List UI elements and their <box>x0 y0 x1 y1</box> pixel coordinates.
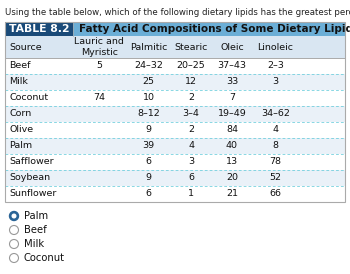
Text: 4: 4 <box>272 125 278 135</box>
Text: 2: 2 <box>188 125 194 135</box>
Bar <box>5 170 345 186</box>
Text: Palmitic: Palmitic <box>130 42 167 52</box>
Text: 25: 25 <box>143 78 155 87</box>
Bar <box>5 138 345 154</box>
Text: 78: 78 <box>269 158 281 167</box>
Bar <box>5 106 345 122</box>
Text: Lauric and
Myristic: Lauric and Myristic <box>75 37 124 57</box>
Text: 19–49: 19–49 <box>218 110 246 118</box>
Text: Coconut: Coconut <box>24 253 65 263</box>
Text: Coconut: Coconut <box>9 93 48 102</box>
Text: TABLE 8.2: TABLE 8.2 <box>9 24 69 34</box>
Text: Beef: Beef <box>9 61 30 70</box>
Text: Beef: Beef <box>24 225 47 235</box>
Text: Corn: Corn <box>9 110 31 118</box>
Text: 6: 6 <box>188 173 194 182</box>
Text: Milk: Milk <box>9 78 28 87</box>
Circle shape <box>9 212 19 221</box>
Bar <box>5 22 345 202</box>
Text: 52: 52 <box>269 173 281 182</box>
Text: 20–25: 20–25 <box>177 61 205 70</box>
Bar <box>5 58 345 74</box>
Text: 13: 13 <box>226 158 238 167</box>
Text: 66: 66 <box>269 190 281 198</box>
Bar <box>5 154 345 170</box>
Text: 9: 9 <box>146 125 152 135</box>
Text: 6: 6 <box>146 158 152 167</box>
Text: 9: 9 <box>146 173 152 182</box>
Text: 3: 3 <box>272 78 278 87</box>
Text: 6: 6 <box>146 190 152 198</box>
Text: 2–3: 2–3 <box>267 61 284 70</box>
Text: 7: 7 <box>229 93 235 102</box>
Text: 10: 10 <box>143 93 155 102</box>
Bar <box>5 36 345 58</box>
Text: Olive: Olive <box>9 125 33 135</box>
Bar <box>5 122 345 138</box>
Text: Source: Source <box>9 42 42 52</box>
Text: Soybean: Soybean <box>9 173 50 182</box>
Text: 21: 21 <box>226 190 238 198</box>
Circle shape <box>12 214 16 218</box>
Text: Palm: Palm <box>24 211 48 221</box>
Text: 37–43: 37–43 <box>217 61 246 70</box>
Text: Sunflower: Sunflower <box>9 190 56 198</box>
Text: Fatty Acid Compositions of Some Dietary Lipids*: Fatty Acid Compositions of Some Dietary … <box>79 24 350 34</box>
Text: 74: 74 <box>93 93 105 102</box>
Text: 33: 33 <box>226 78 238 87</box>
Bar <box>73 22 345 36</box>
Text: 8–12: 8–12 <box>137 110 160 118</box>
Text: 24–32: 24–32 <box>134 61 163 70</box>
Text: 4: 4 <box>188 141 194 150</box>
Bar <box>5 186 345 202</box>
Text: 84: 84 <box>226 125 238 135</box>
Text: 1: 1 <box>188 190 194 198</box>
Text: 40: 40 <box>226 141 238 150</box>
Text: Palm: Palm <box>9 141 32 150</box>
Text: Oleic: Oleic <box>220 42 244 52</box>
Text: 5: 5 <box>96 61 102 70</box>
Bar <box>5 90 345 106</box>
Text: 3: 3 <box>188 158 194 167</box>
Text: Linoleic: Linoleic <box>257 42 293 52</box>
Text: 20: 20 <box>226 173 238 182</box>
Text: 3–4: 3–4 <box>183 110 200 118</box>
Bar <box>5 74 345 90</box>
Text: 2: 2 <box>188 93 194 102</box>
Text: 12: 12 <box>185 78 197 87</box>
Text: 8: 8 <box>272 141 278 150</box>
Text: Stearic: Stearic <box>174 42 208 52</box>
Text: Milk: Milk <box>24 239 44 249</box>
Text: 34–62: 34–62 <box>261 110 290 118</box>
Bar <box>5 22 73 36</box>
Text: 39: 39 <box>142 141 155 150</box>
Text: Safflower: Safflower <box>9 158 54 167</box>
Text: Using the table below, which of the following dietary lipids has the greatest pe: Using the table below, which of the foll… <box>5 8 350 17</box>
